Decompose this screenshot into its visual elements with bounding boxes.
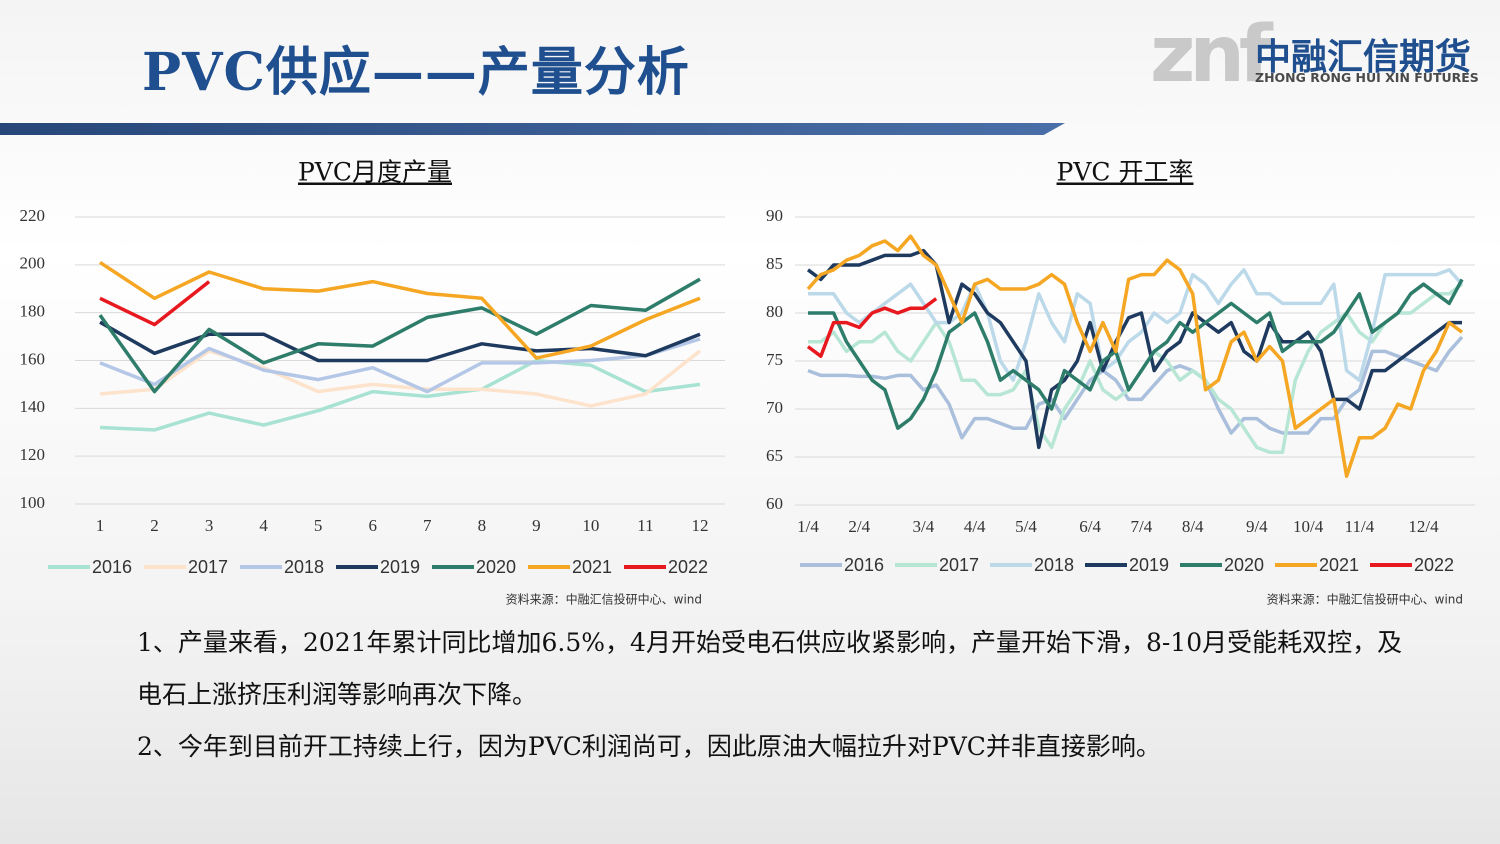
legend-label: 2017 — [939, 555, 979, 575]
title-bar — [0, 123, 1065, 135]
x-tick-label: 2/4 — [848, 517, 870, 536]
x-tick-label: 2 — [150, 516, 159, 535]
y-tick-label: 60 — [766, 494, 783, 513]
x-tick-label: 5/4 — [1015, 517, 1037, 536]
legend-label: 2019 — [1129, 555, 1169, 575]
chart-title: PVC月度产量 — [298, 158, 452, 187]
y-tick-label: 90 — [766, 206, 783, 225]
y-tick-label: 100 — [20, 493, 46, 512]
x-tick-label: 4 — [259, 516, 268, 535]
y-tick-label: 65 — [766, 446, 783, 465]
x-tick-label: 4/4 — [964, 517, 986, 536]
slide-title: PVC供应——产量分析 — [142, 42, 690, 103]
series-line — [806, 297, 938, 358]
legend-label: 2016 — [844, 555, 884, 575]
series-line — [99, 337, 701, 394]
x-tick-label: 1/4 — [797, 517, 819, 536]
series-line — [99, 260, 701, 360]
series-line — [806, 234, 1464, 478]
x-tick-label: 10 — [582, 516, 599, 535]
series-line — [99, 358, 701, 432]
legend-label: 2017 — [188, 557, 228, 577]
x-tick-label: 5 — [314, 516, 323, 535]
x-tick-label: 9/4 — [1246, 517, 1268, 536]
legend-label: 2019 — [380, 557, 420, 577]
paragraph: 1、产量来看，2021年累计同比增加6.5%，4月开始受电石供应收紧影响，产量开… — [137, 628, 1403, 709]
legend-label: 2016 — [92, 557, 132, 577]
y-tick-label: 220 — [20, 206, 46, 225]
series-line — [806, 248, 1462, 450]
x-tick-label: 11 — [637, 516, 653, 535]
source-note: 资料来源：中融汇信投研中心、wind — [1267, 592, 1463, 607]
x-tick-label: 10/4 — [1293, 517, 1324, 536]
series-line — [99, 280, 211, 327]
x-tick-label: 11/4 — [1345, 517, 1375, 536]
series-line — [807, 335, 1464, 440]
legend-label: 2018 — [1034, 555, 1074, 575]
y-tick-label: 120 — [20, 445, 46, 464]
y-tick-label: 85 — [766, 254, 783, 273]
legend-label: 2022 — [1414, 555, 1454, 575]
y-tick-label: 80 — [766, 302, 783, 321]
x-tick-label: 12 — [692, 516, 709, 535]
series-line — [98, 277, 701, 394]
y-tick-label: 70 — [766, 398, 783, 417]
legend-label: 2018 — [284, 557, 324, 577]
legend-label: 2020 — [476, 557, 516, 577]
paragraph: 2、今年到目前开工持续上行，因为PVC利润尚可，因此原油大幅拉升对PVC并非直接… — [137, 732, 1161, 761]
x-tick-label: 3/4 — [913, 517, 935, 536]
x-tick-label: 8/4 — [1182, 517, 1204, 536]
series-line — [808, 268, 1464, 382]
legend-label: 2020 — [1224, 555, 1264, 575]
y-tick-label: 160 — [20, 349, 46, 368]
x-tick-label: 7 — [423, 516, 432, 535]
legend-label: 2021 — [1319, 555, 1359, 575]
legend-label: 2021 — [572, 557, 612, 577]
x-tick-label: 9 — [532, 516, 541, 535]
x-tick-label: 1 — [96, 516, 105, 535]
logo-english: ZHONG RONG HUI XIN FUTURES — [1255, 70, 1479, 85]
y-tick-label: 180 — [20, 302, 46, 321]
logo-mark: znf — [1150, 10, 1273, 100]
x-tick-label: 12/4 — [1408, 517, 1439, 536]
x-tick-label: 7/4 — [1131, 517, 1153, 536]
x-tick-label: 6 — [368, 516, 377, 535]
series-line — [99, 320, 701, 363]
y-tick-label: 140 — [20, 397, 46, 416]
x-tick-label: 3 — [205, 516, 214, 535]
y-tick-label: 75 — [766, 350, 783, 369]
source-note: 资料来源：中融汇信投研中心、wind — [506, 592, 702, 607]
chart-title: PVC 开工率 — [1057, 158, 1194, 187]
logo-name: 中融汇信期货 — [1255, 37, 1472, 78]
series-line — [99, 349, 702, 408]
legend-label: 2022 — [668, 557, 708, 577]
series-line — [808, 278, 1464, 430]
y-tick-label: 200 — [20, 254, 46, 273]
x-tick-label: 8 — [478, 516, 487, 535]
x-tick-label: 6/4 — [1079, 517, 1101, 536]
